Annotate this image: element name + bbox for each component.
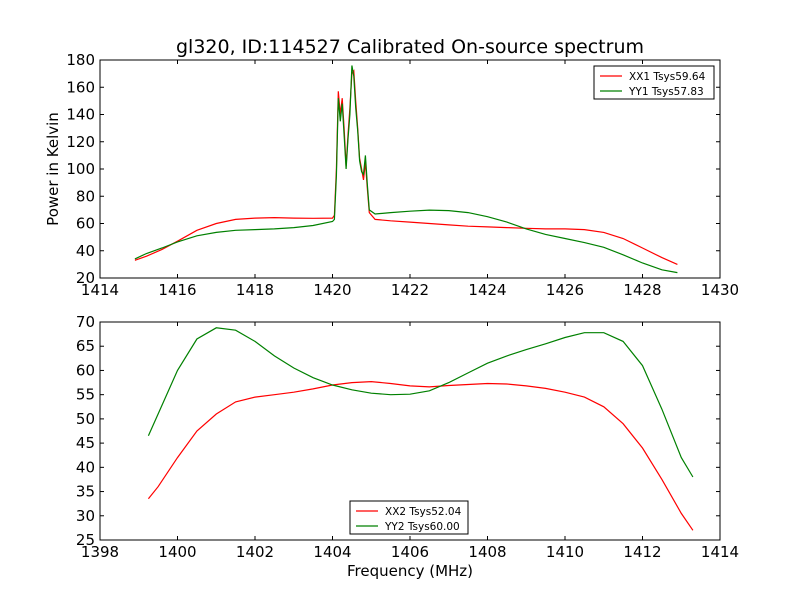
series-line-2 xyxy=(147,327,694,478)
x-tick-label: 1410 xyxy=(546,543,584,561)
y-tick-label: 25 xyxy=(76,531,95,549)
x-tick-label: 1418 xyxy=(236,281,274,299)
y-tick-label: 50 xyxy=(76,410,95,428)
x-tick-label: 1406 xyxy=(391,543,429,561)
y-axis-label: Power in Kelvin xyxy=(44,112,62,226)
y-tick-label: 140 xyxy=(66,106,95,124)
x-tick-label: 1404 xyxy=(313,543,351,561)
legend-entry-label: YY2 Tsys60.00 xyxy=(384,521,460,533)
legend: XX2 Tsys52.04 YY2 Tsys60.00 xyxy=(349,500,469,535)
chart-title: gl320, ID:114527 Calibrated On-source sp… xyxy=(176,36,644,58)
bottom-plot-area: 1398 1400 1402 1404 1406 1408 1410 1412 1414 25 30… xyxy=(76,313,739,561)
x-tick-label: 1412 xyxy=(623,543,661,561)
series-line-2 xyxy=(134,65,678,274)
y-tick-label: 35 xyxy=(76,483,95,501)
y-tick-label: 100 xyxy=(66,160,95,178)
y-tick-label: 40 xyxy=(76,242,95,260)
y-tick-label: 55 xyxy=(76,386,95,404)
y-tick-label: 30 xyxy=(76,507,95,525)
x-tick-label: 1402 xyxy=(236,543,274,561)
x-tick-label: 1420 xyxy=(313,281,351,299)
x-tick-label: 1416 xyxy=(158,281,196,299)
legend-entry-label: XX2 Tsys52.04 xyxy=(385,506,462,518)
y-tick-label: 160 xyxy=(66,78,95,96)
x-axis-label: Frequency (MHz) xyxy=(347,562,473,580)
top-plot-area: 1414 1416 1418 1420 1422 1424 1426 1428 1430 20 40… xyxy=(66,51,739,299)
legend-box xyxy=(593,65,715,100)
series-line-1 xyxy=(134,69,678,265)
x-tick-label: 1430 xyxy=(701,281,739,299)
x-tick-label: 1422 xyxy=(391,281,429,299)
y-tick-label: 40 xyxy=(76,458,95,476)
y-tick-label: 65 xyxy=(76,337,95,355)
y-tick-label: 60 xyxy=(76,215,95,233)
x-tick-label: 1414 xyxy=(81,281,119,299)
y-tick-label: 80 xyxy=(76,187,95,205)
x-tick-label: 1398 xyxy=(81,543,119,561)
x-tick-label: 1426 xyxy=(546,281,584,299)
legend-entry-label: XX1 Tsys59.64 xyxy=(629,71,706,83)
x-tick-label: 1428 xyxy=(623,281,661,299)
legend: XX1 Tsys59.64 YY1 Tsys57.83 xyxy=(593,65,715,100)
y-tick-label: 120 xyxy=(66,133,95,151)
y-tick-label: 45 xyxy=(76,434,95,452)
x-tick-label: 1400 xyxy=(158,543,196,561)
y-tick-label: 70 xyxy=(76,313,95,331)
series-line-1 xyxy=(147,380,694,531)
x-tick-label: 1408 xyxy=(468,543,506,561)
legend-entry-label: YY1 Tsys57.83 xyxy=(628,86,704,98)
x-tick-label: 1424 xyxy=(468,281,506,299)
y-tick-label: 180 xyxy=(66,51,95,69)
legend-box xyxy=(349,500,469,535)
y-tick-label: 20 xyxy=(76,269,95,287)
y-tick-label: 60 xyxy=(76,361,95,379)
x-tick-label: 1414 xyxy=(701,543,739,561)
